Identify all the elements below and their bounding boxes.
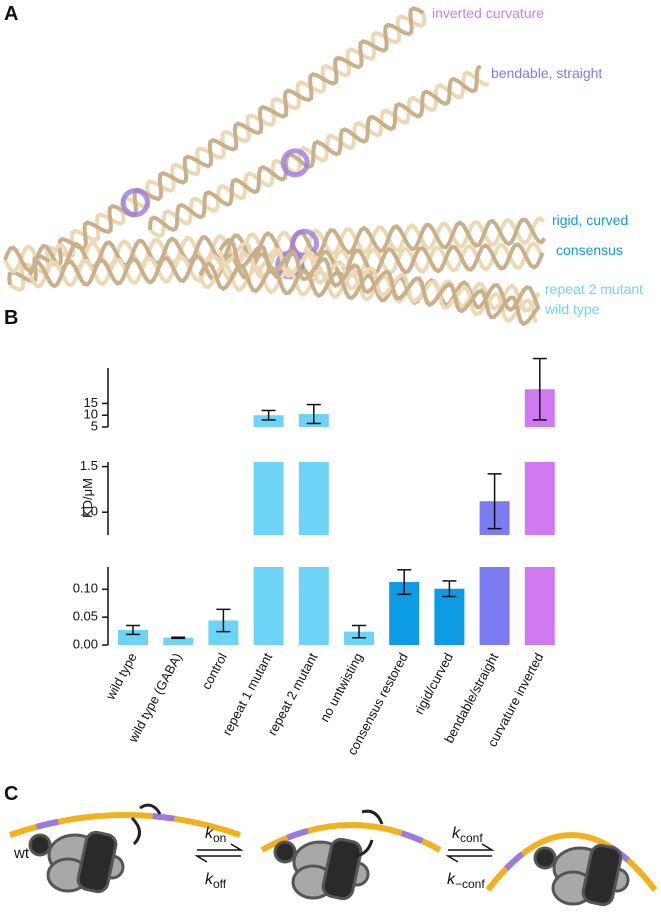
equilibrium-arrow xyxy=(194,855,241,863)
domain xyxy=(273,840,297,864)
rate-symbol: k xyxy=(447,871,456,888)
y-tick-label: 0.00 xyxy=(73,636,98,651)
helix-arc-purple xyxy=(9,812,241,838)
y-axis-label: KD/μM xyxy=(80,478,95,518)
y-tick-label: 1.5 xyxy=(80,458,98,473)
y-tick-label: 15 xyxy=(84,395,98,410)
rate-subscript: conf xyxy=(460,831,483,845)
panel-label: C xyxy=(4,783,18,805)
bar xyxy=(298,462,329,535)
bar xyxy=(479,567,510,645)
panel-label: A xyxy=(4,3,18,25)
rate-constant: kconf xyxy=(452,825,483,845)
error-bar xyxy=(126,624,140,636)
error-bar xyxy=(397,569,412,596)
structure-label: rigid, curved xyxy=(552,212,628,228)
equilibrium-arrow xyxy=(197,843,244,851)
y-tick-label: 0.05 xyxy=(73,609,98,624)
structure-label: bendable, straight xyxy=(491,65,602,81)
bar xyxy=(524,462,555,535)
rate-subscript: on xyxy=(213,831,226,845)
domain xyxy=(533,846,557,870)
bar xyxy=(253,567,284,645)
rate-symbol: k xyxy=(205,825,214,842)
equilibrium-arrow xyxy=(448,843,495,851)
helix-ribbon xyxy=(28,242,545,289)
y-tick-label: 5 xyxy=(91,418,98,433)
rate-constant: koff xyxy=(205,871,227,891)
error-bar xyxy=(261,409,276,421)
error-bar xyxy=(442,580,457,598)
error-bar xyxy=(306,403,321,425)
rate-subscript: −conf xyxy=(455,877,485,891)
structure-label: wild type xyxy=(544,301,600,317)
rate-symbol: k xyxy=(205,871,214,888)
panel-label: B xyxy=(4,307,18,329)
bar xyxy=(253,462,284,535)
bar xyxy=(524,567,555,645)
x-tick-label: repeat 2 mutant xyxy=(264,650,320,738)
curved-arrow xyxy=(130,803,162,846)
helix-arc-purple xyxy=(260,822,442,853)
bar xyxy=(298,567,329,645)
error-bar xyxy=(171,636,186,640)
x-tick-label: control xyxy=(198,650,230,692)
domain xyxy=(581,843,623,907)
error-bar xyxy=(216,608,231,633)
structure-label: consensus xyxy=(556,242,623,258)
bar xyxy=(434,588,465,645)
y-tick-label: 0.10 xyxy=(73,581,98,596)
curved-arrow xyxy=(355,809,384,858)
helix-ribbon xyxy=(198,261,540,313)
error-bar xyxy=(532,357,547,421)
x-tick-label: no untwisting xyxy=(317,650,366,724)
highlight xyxy=(280,148,310,178)
helix-ribbon xyxy=(218,238,541,327)
helix-ribbon xyxy=(218,240,538,324)
rate-symbol: k xyxy=(452,825,461,842)
domain xyxy=(28,833,52,857)
structure-label: inverted curvature xyxy=(432,5,544,21)
y-tick-label: 1.0 xyxy=(80,504,98,519)
error-bar xyxy=(487,473,502,530)
rate-constant: kon xyxy=(205,825,226,845)
domain xyxy=(76,830,118,894)
bar xyxy=(253,415,284,427)
y-tick-label: 10 xyxy=(84,407,98,422)
helix-ribbon xyxy=(148,64,482,232)
helix-structures xyxy=(3,6,547,327)
equilibrium-arrow xyxy=(445,855,492,863)
highlight xyxy=(120,188,150,218)
rate-subscript: off xyxy=(213,877,227,891)
rate-constant: k−conf xyxy=(447,871,485,891)
bar-segment xyxy=(253,389,555,427)
wt-label: wt xyxy=(13,845,30,862)
helix-ribbon xyxy=(148,70,490,239)
x-tick-label: rigid/curved xyxy=(411,650,456,716)
bar-segment xyxy=(118,567,555,645)
helix-ribbon xyxy=(8,12,427,292)
domain xyxy=(321,837,363,901)
structure-label: repeat 2 mutant xyxy=(545,281,643,297)
bar xyxy=(163,637,194,645)
helix-arc-purple xyxy=(485,832,658,892)
x-tick-label: wild type xyxy=(102,650,139,703)
error-bar xyxy=(352,624,366,639)
helix-ribbon xyxy=(7,6,425,286)
bar xyxy=(118,629,148,645)
